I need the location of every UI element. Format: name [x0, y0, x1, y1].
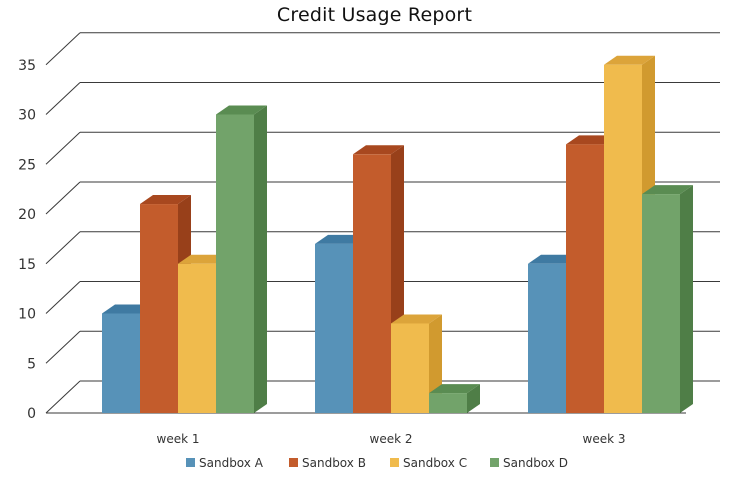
bar-top	[140, 195, 191, 205]
y-tick-label: 35	[18, 58, 36, 74]
bar	[528, 263, 566, 413]
y-tick-label: 15	[18, 257, 36, 273]
legend-swatch	[289, 458, 298, 467]
x-tick-label: week 1	[157, 432, 200, 446]
bar-top	[391, 314, 442, 324]
bar	[140, 204, 178, 413]
gridline-depth	[45, 380, 81, 414]
bar-top	[216, 105, 267, 115]
legend-label: Sandbox B	[302, 456, 366, 470]
bar-side	[254, 105, 267, 413]
x-tick-label: week 2	[370, 432, 413, 446]
gridline-depth	[45, 82, 81, 115]
bar	[642, 194, 680, 413]
bar-top	[429, 384, 480, 394]
bar	[566, 144, 604, 413]
y-tick-label: 0	[27, 406, 36, 422]
gridline-depth	[45, 281, 81, 314]
bar-top	[604, 55, 655, 65]
chart-title: Credit Usage Report	[276, 4, 473, 26]
bar	[353, 154, 391, 414]
bar	[429, 393, 467, 413]
bar	[315, 243, 353, 413]
gridline-depth	[45, 231, 81, 265]
bar-top	[642, 185, 693, 195]
y-tick-label: 25	[18, 157, 36, 173]
bar	[391, 323, 429, 413]
bar-side	[680, 185, 693, 413]
legend-label: Sandbox A	[199, 456, 264, 470]
y-tick-label: 5	[27, 356, 36, 372]
y-tick-label: 20	[18, 207, 36, 223]
bar	[102, 313, 140, 413]
y-tick-label: 30	[18, 108, 36, 124]
legend-swatch	[490, 458, 499, 467]
bar-top	[353, 145, 404, 155]
legend-label: Sandbox D	[503, 456, 568, 470]
y-tick-label: 10	[18, 307, 36, 323]
gridline-depth	[45, 181, 81, 215]
bar	[178, 263, 216, 413]
x-tick-label: week 3	[583, 432, 626, 446]
bar	[216, 114, 254, 413]
bar-side	[467, 384, 480, 413]
gridline-depth	[45, 330, 81, 364]
legend-swatch	[390, 458, 399, 467]
legend-label: Sandbox C	[403, 456, 467, 470]
bar	[604, 64, 642, 413]
legend-swatch	[186, 458, 195, 467]
gridline-depth	[45, 131, 81, 165]
gridline-depth	[45, 32, 81, 66]
